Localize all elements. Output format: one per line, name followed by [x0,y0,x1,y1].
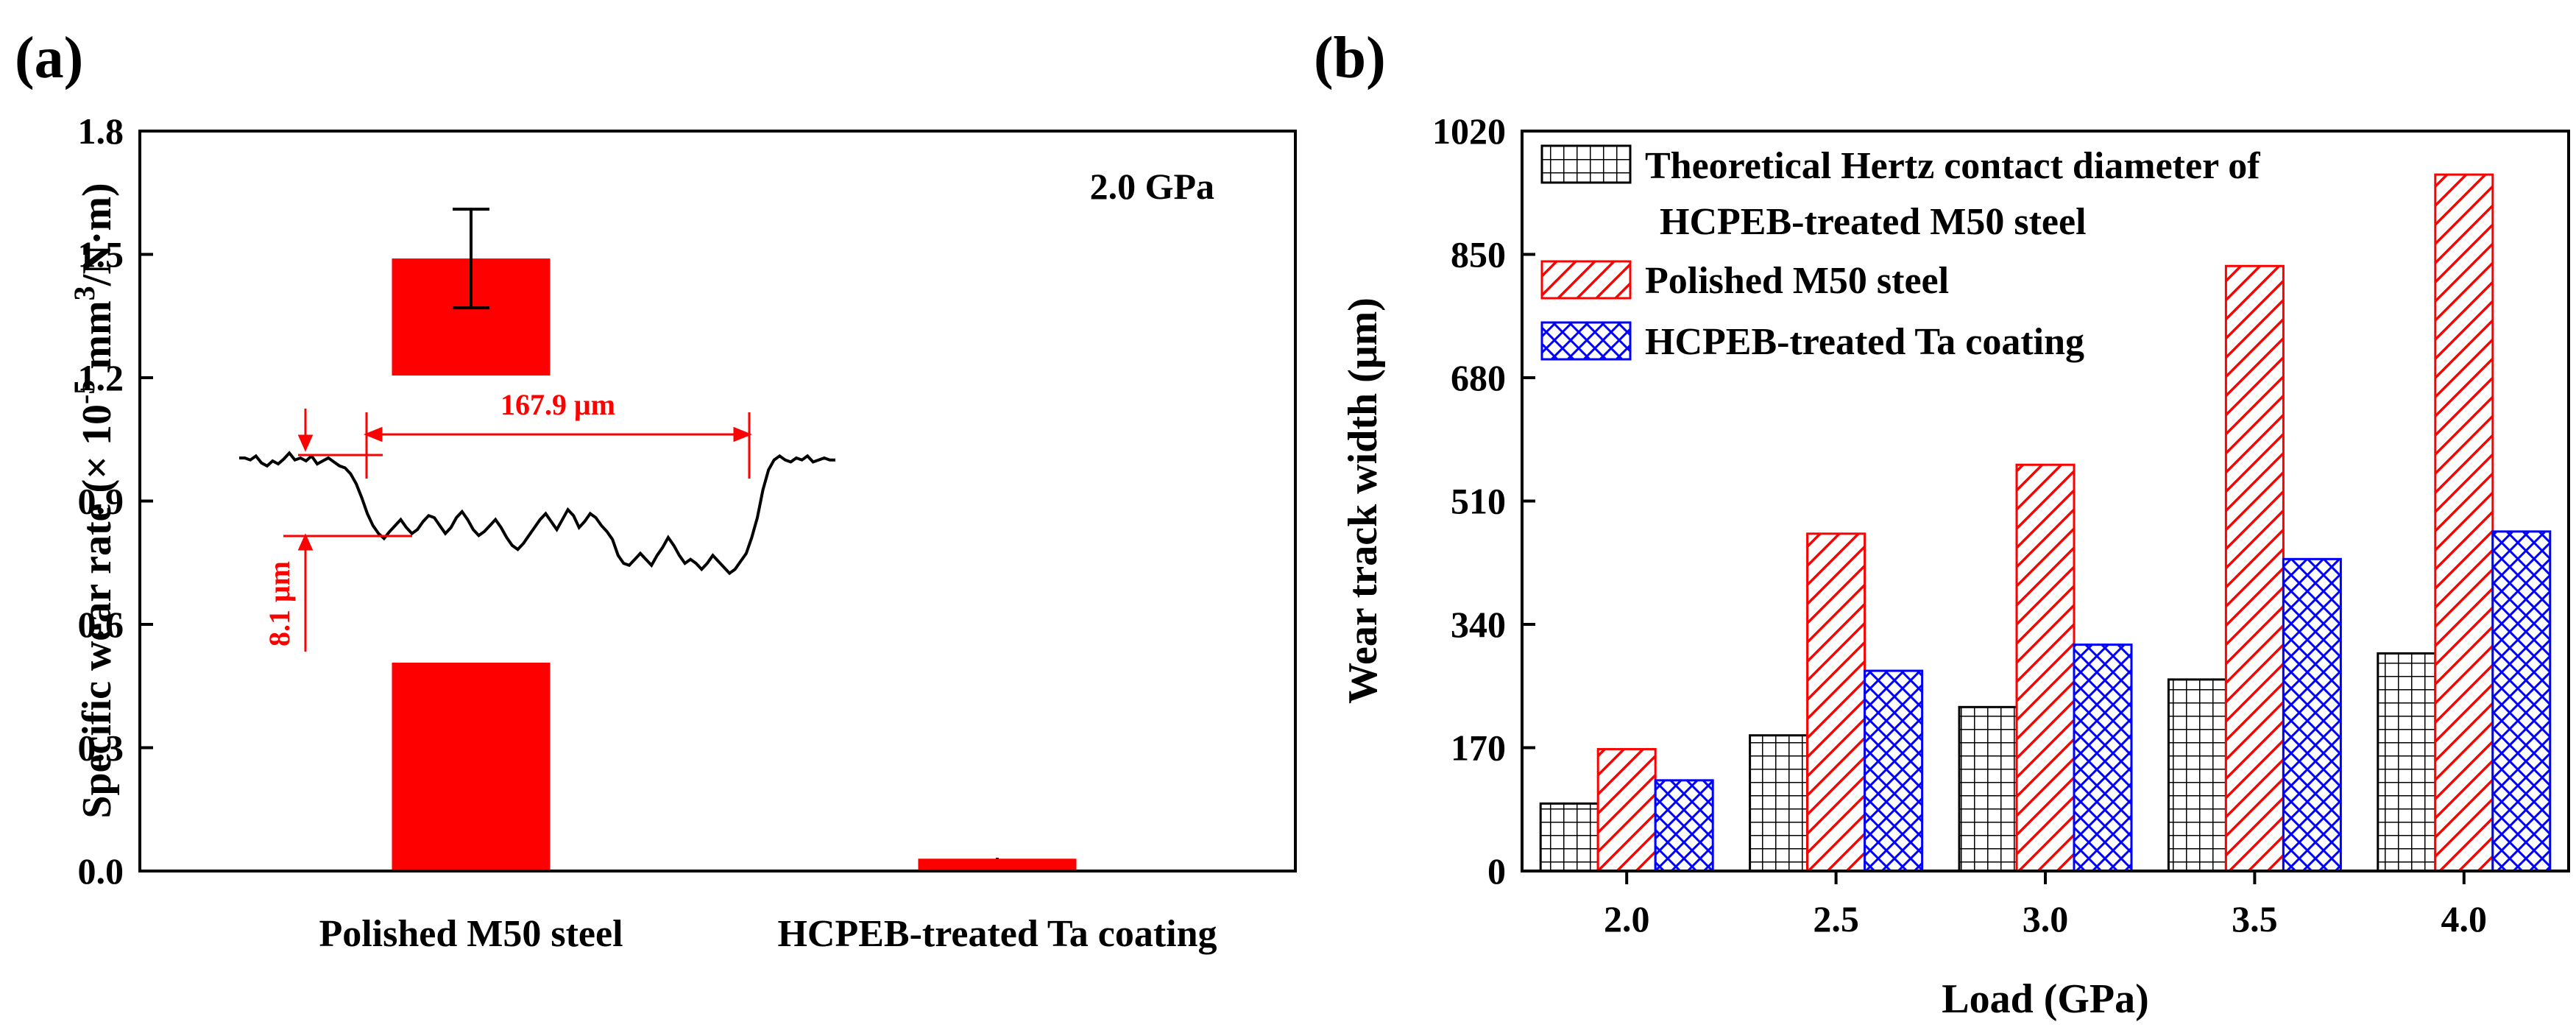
profile-curve [239,451,835,576]
y-tick-label-a: 1.5 [78,234,124,275]
panel-a-y-axis-label: Specific wear rate (× 10-5 mm3/N·m) [68,183,120,818]
x-tick-label-b: 2.5 [1813,898,1859,939]
bar-b-series-2 [2434,173,2494,872]
y-tick-label-b: 850 [1451,234,1506,275]
legend-label-polished: Polished M50 steel [1645,260,1949,302]
legend-label-ta-coating: HCPEB-treated Ta coating [1645,321,2084,363]
y-tick-label-a: 1.2 [78,357,124,398]
bar-a [918,859,1077,871]
annotation-load: 2.0 GPa [1090,166,1214,207]
bar-b-series-1 [1539,802,1599,872]
y-tick-label-b: 680 [1451,357,1506,398]
bar-b-series-1 [2377,652,2437,872]
y-tick-label-b: 340 [1451,604,1506,645]
panel-b-plot-area: 0 170 340 510 680 850 1020 2.0 2.5 3.0 3.5 4.0 [1432,110,2552,939]
bar-b-series-3 [2282,557,2342,872]
y-tick-label-a: 0.9 [78,481,124,522]
legend-swatch-hertz [1540,144,1632,184]
x-tick-label-a: HCPEB-treated Ta coating [777,913,1217,955]
x-tick-label-b: 2.0 [1604,898,1650,939]
bar-b-series-1 [1749,734,1809,872]
y-tick-label-b: 510 [1451,481,1506,522]
legend-label-hertz: Theoretical Hertz contact diameter of [1645,145,2260,187]
bar-b-series-2 [1596,747,1657,872]
x-tick-label-b: 3.0 [2023,898,2069,939]
panel-a: (a) 0.0 0.3 0.6 0.9 1.2 1.5 1.8 Polished M50 st… [15,26,1297,955]
y-tick-label-b: 0 [1487,850,1506,892]
x-tick-label-b: 4.0 [2441,898,2488,939]
panel-a-frame [138,130,1297,872]
legend: Theoretical Hertz contact diameter of HC… [1540,144,2260,363]
legend-swatch-polished [1540,260,1632,300]
y-tick-label-b: 1020 [1432,110,1506,152]
bar-b-series-3 [2491,530,2552,872]
panel-b-x-axis-label: Load (GPa) [1942,976,2149,1022]
inset-background [232,376,843,663]
bar-b-series-3 [1864,669,1924,872]
y-tick-label-a: 0.3 [78,727,124,769]
bar-b-series-2 [2015,463,2076,872]
y-tick-label-a: 0.0 [78,850,124,892]
panel-b-frame [1521,130,2570,872]
legend-swatch-ta-coating [1540,321,1632,361]
depth-dimension [283,409,412,652]
bar-b-series-3 [1654,779,1714,872]
x-tick-label-b: 3.5 [2232,898,2278,939]
width-label: 167.9 μm [500,388,615,421]
inset-wear-profile: 167.9 μm 8.1 μm [232,376,843,663]
y-tick-label-a: 0.6 [78,604,124,645]
panel-a-label: (a) [15,26,83,91]
legend-label-hertz-line2: HCPEB-treated M50 steel [1660,201,2087,243]
bar-b-series-2 [2224,264,2285,872]
depth-label: 8.1 μm [263,561,296,646]
bar-b-series-3 [2073,644,2133,872]
x-tick-label-a: Polished M50 steel [319,913,623,955]
panel-b-y-axis-label: Wear track width (μm) [1340,297,1386,704]
bar-b-series-1 [2167,678,2227,872]
bar-b-series-2 [1806,532,1866,872]
y-tick-label-a: 1.8 [78,110,124,152]
bar-b-series-1 [1958,705,2018,872]
panel-b-label: (b) [1314,26,1386,91]
y-tick-label-b: 170 [1451,727,1506,769]
width-dimension [363,412,753,479]
